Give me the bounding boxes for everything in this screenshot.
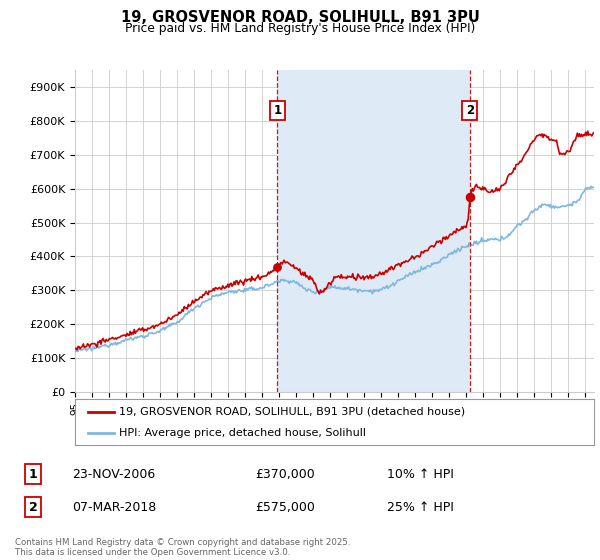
Text: 1: 1 xyxy=(29,468,38,481)
Point xyxy=(272,262,282,271)
Text: HPI: Average price, detached house, Solihull: HPI: Average price, detached house, Soli… xyxy=(119,428,366,438)
Text: 1: 1 xyxy=(274,104,281,117)
Text: 19, GROSVENOR ROAD, SOLIHULL, B91 3PU: 19, GROSVENOR ROAD, SOLIHULL, B91 3PU xyxy=(121,10,479,25)
Text: £370,000: £370,000 xyxy=(256,468,316,481)
Text: £575,000: £575,000 xyxy=(256,501,316,514)
Text: Price paid vs. HM Land Registry's House Price Index (HPI): Price paid vs. HM Land Registry's House … xyxy=(125,22,475,35)
Text: 25% ↑ HPI: 25% ↑ HPI xyxy=(388,501,454,514)
Text: Contains HM Land Registry data © Crown copyright and database right 2025.
This d: Contains HM Land Registry data © Crown c… xyxy=(15,538,350,557)
Text: 2: 2 xyxy=(466,104,474,117)
Point xyxy=(465,193,475,202)
Text: 07-MAR-2018: 07-MAR-2018 xyxy=(73,501,157,514)
Text: 19, GROSVENOR ROAD, SOLIHULL, B91 3PU (detached house): 19, GROSVENOR ROAD, SOLIHULL, B91 3PU (d… xyxy=(119,407,465,417)
Text: 2: 2 xyxy=(29,501,38,514)
Bar xyxy=(277,70,470,392)
Text: 10% ↑ HPI: 10% ↑ HPI xyxy=(388,468,454,481)
Text: 23-NOV-2006: 23-NOV-2006 xyxy=(73,468,155,481)
